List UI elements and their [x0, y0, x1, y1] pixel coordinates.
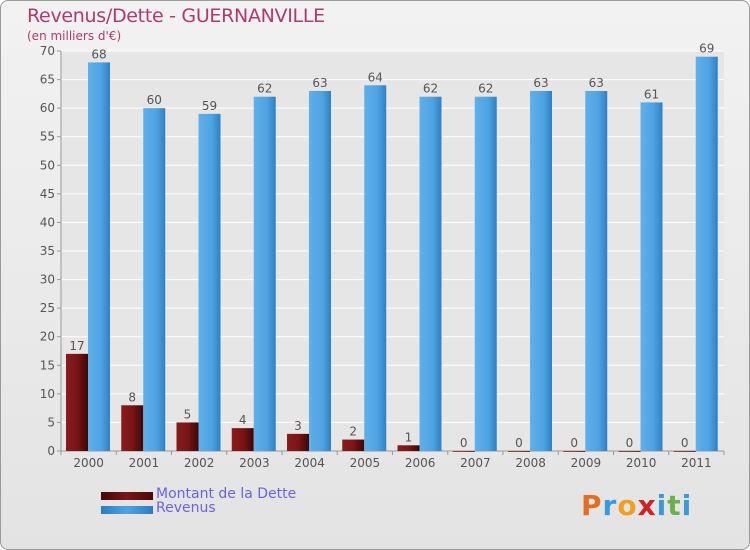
- bar-revenue: [364, 85, 387, 452]
- data-label-revenue: 59: [202, 99, 217, 113]
- x-tick-label: 2006: [405, 456, 436, 470]
- y-tick-label: 40: [40, 215, 55, 229]
- y-tick-label: 25: [40, 301, 55, 315]
- bar-debt: [66, 353, 88, 451]
- data-label-debt: 1: [405, 430, 413, 444]
- bar-revenue: [585, 91, 608, 451]
- bar-revenue: [640, 102, 663, 451]
- y-tick-label: 55: [40, 130, 55, 144]
- bar-debt: [673, 451, 696, 452]
- data-label-debt: 8: [128, 390, 136, 404]
- data-label-debt: 5: [184, 407, 192, 421]
- y-tick-label: 20: [40, 330, 55, 344]
- data-label-debt: 0: [626, 436, 634, 450]
- logo-letter: r: [602, 489, 618, 522]
- logo-letter: o: [617, 489, 638, 522]
- data-label-revenue: 62: [478, 82, 493, 96]
- bar-debt: [618, 451, 641, 452]
- data-label-debt: 2: [349, 425, 357, 439]
- bar-debt: [563, 451, 586, 452]
- data-label-revenue: 63: [533, 76, 548, 90]
- y-tick-label: 35: [40, 244, 55, 258]
- data-label-revenue: 68: [91, 47, 106, 61]
- data-label-revenue: 61: [644, 87, 659, 101]
- x-tick-label: 2010: [626, 456, 657, 470]
- y-tick-label: 50: [40, 158, 55, 172]
- data-label-debt: 4: [239, 413, 247, 427]
- legend-label-debt: Montant de la Dette: [156, 486, 297, 502]
- y-tick-label: 0: [47, 444, 55, 458]
- y-tick-label: 45: [40, 187, 55, 201]
- y-tick-label: 5: [47, 415, 55, 429]
- x-tick-label: 2004: [294, 456, 325, 470]
- y-tick-label: 70: [40, 44, 55, 58]
- logo-letter: P: [581, 489, 603, 522]
- bar-revenue: [530, 91, 552, 451]
- bar-debt: [508, 451, 530, 452]
- chart-title: Revenus/Dette - GUERNANVILLE: [27, 5, 325, 27]
- bar-revenue: [695, 56, 718, 451]
- bar-revenue: [143, 108, 166, 452]
- x-tick-label: 2011: [681, 456, 712, 470]
- bar-debt: [452, 451, 475, 452]
- y-tick-label: 15: [40, 358, 55, 372]
- data-label-revenue: 62: [257, 82, 272, 96]
- data-label-revenue: 60: [147, 93, 162, 107]
- x-tick-label: 2001: [129, 456, 160, 470]
- data-label-debt: 0: [515, 436, 523, 450]
- bar-debt: [121, 405, 144, 451]
- x-tick-label: 2000: [73, 456, 104, 470]
- x-tick-label: 2008: [515, 456, 546, 470]
- chart-subtitle: (en milliers d'€): [27, 29, 122, 43]
- x-tick-label: 2005: [350, 456, 381, 470]
- legend-swatch-revenue: [101, 506, 153, 514]
- x-tick-label: 2003: [239, 456, 270, 470]
- data-label-debt: 0: [570, 436, 578, 450]
- bar-debt: [397, 445, 420, 451]
- bar-debt: [287, 433, 309, 451]
- bar-debt: [231, 428, 254, 451]
- bar-revenue: [419, 96, 442, 451]
- data-label-revenue: 63: [589, 76, 604, 90]
- y-tick-label: 10: [40, 387, 55, 401]
- x-tick-label: 2009: [571, 456, 602, 470]
- bar-revenue: [198, 113, 221, 451]
- proxiti-logo: Proxiti: [581, 489, 692, 522]
- logo-letter: i: [681, 489, 693, 522]
- data-label-revenue: 69: [699, 42, 714, 56]
- bar-revenue: [309, 91, 331, 451]
- data-label-revenue: 63: [312, 76, 327, 90]
- logo-letter: i: [656, 489, 668, 522]
- x-tick-label: 2007: [460, 456, 491, 470]
- data-label-debt: 17: [69, 339, 84, 353]
- y-tick-label: 30: [40, 273, 55, 287]
- logo-letter: x: [637, 489, 657, 522]
- data-label-revenue: 62: [423, 82, 438, 96]
- y-tick-label: 60: [40, 101, 55, 115]
- legend-swatch-debt: [101, 492, 153, 500]
- bar-debt: [176, 422, 199, 451]
- logo-letter: t: [667, 489, 682, 522]
- data-label-debt: 0: [460, 436, 468, 450]
- x-tick-label: 2002: [184, 456, 215, 470]
- bar-revenue: [474, 96, 497, 451]
- legend-label-revenue: Revenus: [156, 500, 216, 516]
- y-tick-label: 65: [40, 73, 55, 87]
- bar-revenue: [88, 62, 110, 452]
- bar-debt: [342, 439, 365, 451]
- data-label-revenue: 64: [368, 70, 383, 84]
- data-label-debt: 3: [294, 419, 302, 433]
- data-label-debt: 0: [681, 436, 689, 450]
- bar-revenue: [253, 96, 276, 451]
